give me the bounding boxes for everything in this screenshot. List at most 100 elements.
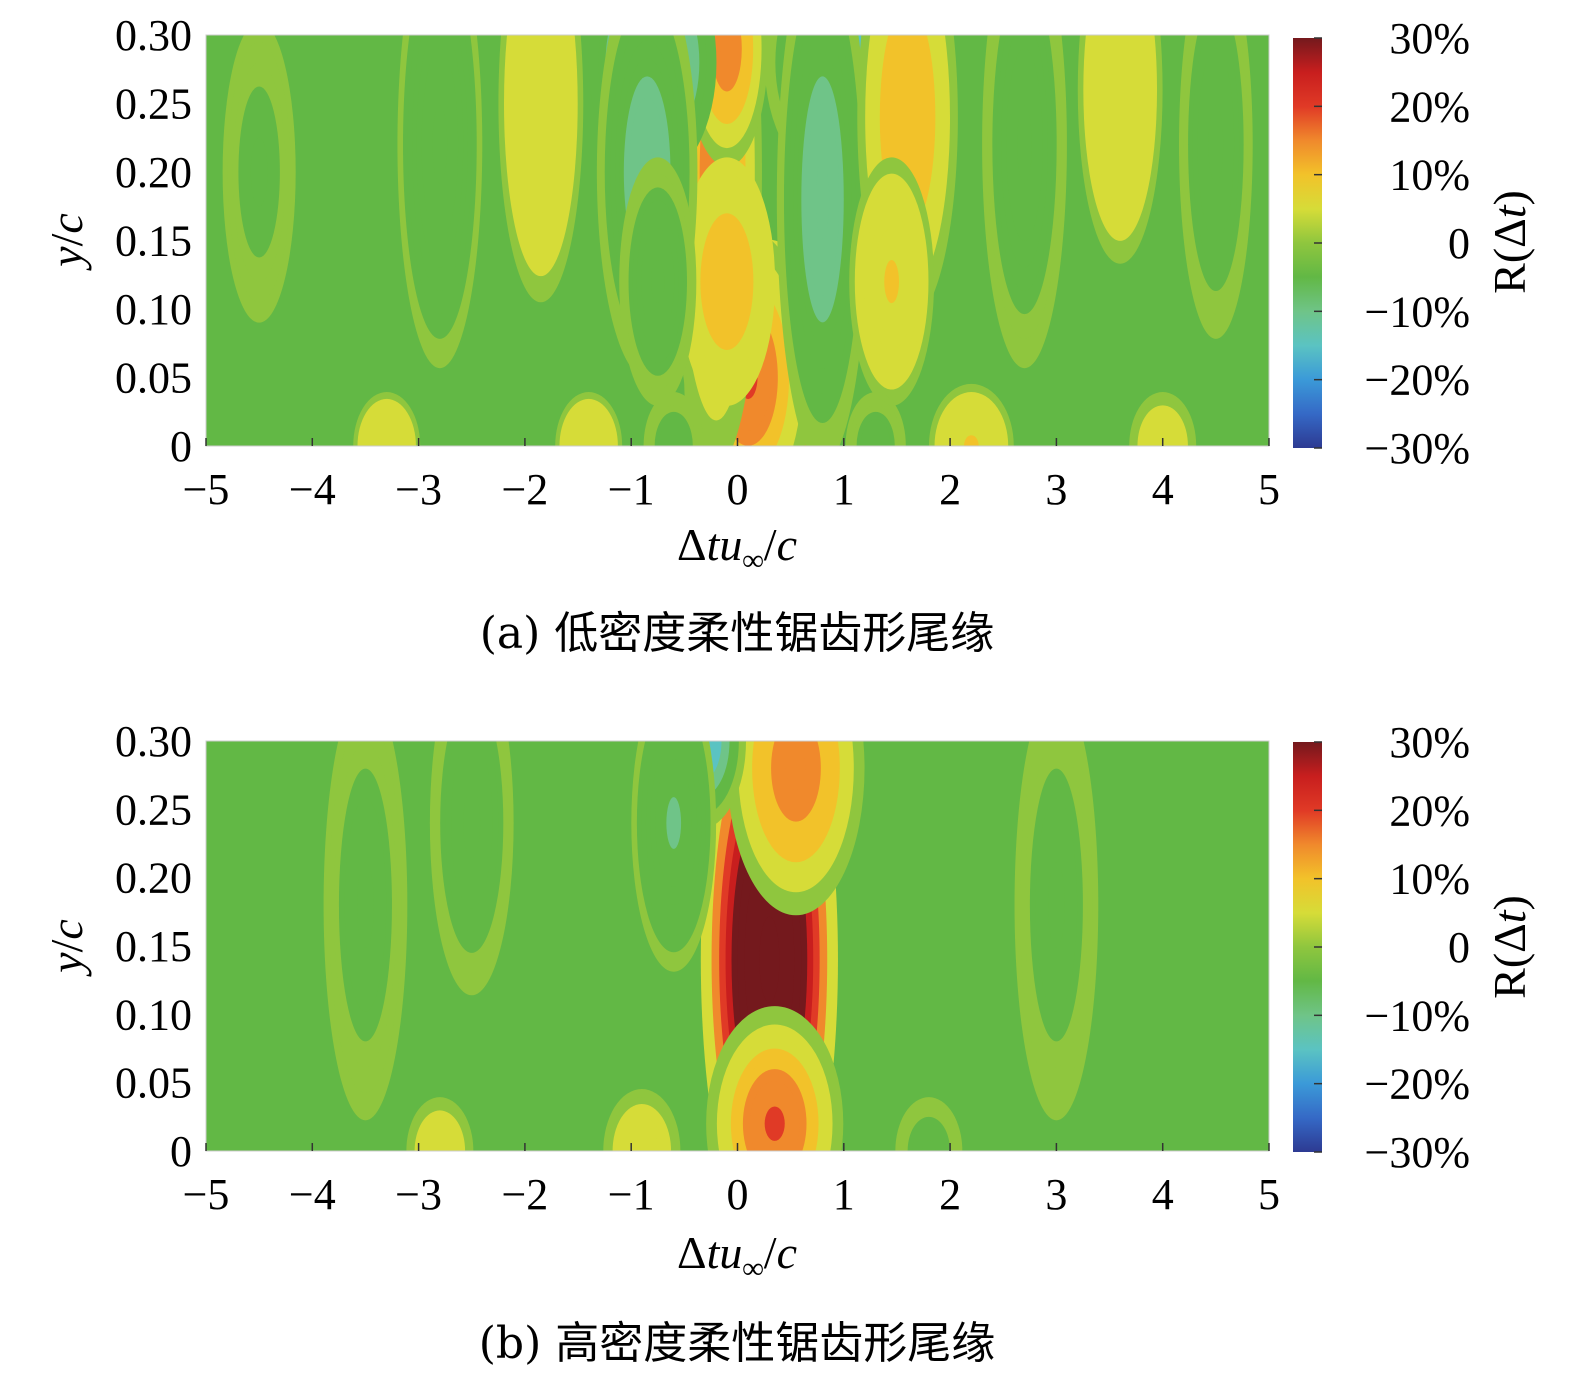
panel-a-caption: (a) 低密度柔性锯齿形尾缘 — [480, 608, 995, 659]
panel-b-heat-level — [1048, 861, 1065, 949]
panel-a-colorbar-label: R(Δt) — [1484, 190, 1535, 294]
panel-a-xtick-label: 3 — [1045, 465, 1067, 514]
panel-b-heat-level — [922, 1140, 936, 1151]
panel-a-plot — [206, 35, 1269, 446]
panel-b-ytick-label: 0.05 — [115, 1059, 192, 1108]
panel-b-caption: (b) 高密度柔性锯齿形尾缘 — [479, 1318, 995, 1369]
panel-a-ytick-label: 0 — [170, 422, 192, 471]
panel-a-xtick-label: −4 — [289, 465, 336, 514]
panel-a-heat-level — [250, 137, 268, 207]
panel-b-heat-level — [463, 788, 481, 858]
panel-b-xtick-label: 2 — [939, 1170, 961, 1219]
panel-b-xtick-label: −4 — [289, 1170, 336, 1219]
panel-b-heat-level — [666, 797, 682, 849]
panel-a-heat-level — [658, 419, 689, 446]
panel-b-colorbar-tick-label: −10% — [1365, 991, 1470, 1040]
panel-a-ytick-label: 0.20 — [115, 148, 192, 197]
panel-a-colorbar-tick-label: 10% — [1389, 151, 1470, 200]
panel-a-ticks: −5 −4 −3 −2 −1 0 1 2 3 4 5 0 0.05 0.10 0.15 0.20 0.25 0.3… — [115, 11, 1280, 514]
panel-a-xtick-label: −1 — [608, 465, 655, 514]
panel-a-xtick-label: 5 — [1258, 465, 1280, 514]
panel-b-ytick-label: 0 — [170, 1127, 192, 1176]
panel-b-plot — [206, 741, 1269, 1151]
panel-b-heat-level — [357, 861, 374, 949]
panel-a-colorbar-tick-label: 30% — [1389, 14, 1470, 63]
panel-a-colorbar: 30% 20% 10% 0 −10% −20% −30% R(Δt) — [1293, 14, 1535, 473]
panel-a-heat-level — [860, 419, 891, 446]
panel-b-colorbar-tick-label: 10% — [1389, 855, 1470, 904]
panel-b-xtick-label: 0 — [727, 1170, 749, 1219]
panel-b-ticks: −5 −4 −3 −2 −1 0 1 2 3 4 5 0 0.05 0.10 0.15 0.20 0.25 0.3… — [115, 717, 1280, 1219]
panel-a-xtick-label: 4 — [1152, 465, 1174, 514]
panel-b-ytick-label: 0.10 — [115, 990, 192, 1039]
panel-a-colorbar-tick-label: −20% — [1365, 356, 1470, 405]
panel-b-colorbar-tick-label: −20% — [1365, 1060, 1470, 1109]
panel-a-colorbar-tick-label: −30% — [1365, 424, 1470, 473]
panel-a-heat-level — [1146, 419, 1180, 446]
panel-a-xlabel: Δtu∞/c — [677, 519, 797, 577]
panel-b-xtick-label: −1 — [608, 1170, 655, 1219]
panel-a-ytick-label: 0.30 — [115, 11, 192, 60]
panel-b-ytick-label: 0.15 — [115, 922, 192, 971]
panel-a-xtick-label: −2 — [501, 465, 548, 514]
panel-b-heat-level — [912, 1124, 946, 1151]
panel-b-xtick-label: −3 — [395, 1170, 442, 1219]
panel-a-colorbar-tick-label: 0 — [1448, 219, 1470, 268]
panel-b-xtick-label: 3 — [1045, 1170, 1067, 1219]
panel-a-xtick-label: 1 — [833, 465, 855, 514]
panel-a-heat-level — [651, 260, 665, 304]
panel-a-heat-level — [963, 435, 979, 446]
panel-a: −5 −4 −3 −2 −1 0 1 2 3 4 5 0 0.05 0.10 0.15 0.20 0.25 0.3… — [41, 11, 1535, 659]
panel-a-heat-level — [581, 435, 596, 446]
panel-b-xtick-label: −2 — [501, 1170, 548, 1219]
panel-b-heat-level — [764, 1106, 785, 1141]
panel-a-heat-level — [380, 435, 394, 446]
panel-b-ytick-label: 0.25 — [115, 785, 192, 834]
panel-a-ytick-label: 0.25 — [115, 80, 192, 129]
panel-a-ytick-label: 0.15 — [115, 217, 192, 266]
panel-b-heat-level — [625, 1124, 659, 1151]
panel-a-heat-level — [1112, 59, 1128, 121]
panel-b-colorbar-tick-label: −30% — [1365, 1128, 1470, 1177]
panel-a-heat-level — [869, 435, 882, 446]
panel-a-heat-level — [572, 419, 606, 446]
panel-a-heat-level — [1017, 105, 1032, 184]
panel-b-heat-level — [759, 916, 780, 1003]
panel-b-ytick-label: 0.30 — [115, 717, 192, 766]
panel-a-xtick-label: 2 — [939, 465, 961, 514]
panel-a-heat-level — [720, 35, 733, 66]
panel-a-heat-level — [1208, 105, 1224, 184]
panel-b-colorbar-tick-label: 0 — [1448, 923, 1470, 972]
panel-a-heat-level — [953, 419, 990, 446]
panel-a-heat-level — [432, 105, 448, 184]
panel-a-heatmap — [222, 35, 1253, 446]
panel-a-colorbar-ticks: 30% 20% 10% 0 −10% −20% −30% — [1314, 14, 1470, 473]
panel-b-heatmap — [323, 741, 1099, 1151]
panel-b: −5 −4 −3 −2 −1 0 1 2 3 4 5 0 0.05 0.10 0.15 0.20 0.25 0.3… — [41, 717, 1535, 1369]
panel-a-heat-level — [815, 160, 830, 239]
panel-a-xtick-label: −3 — [395, 465, 442, 514]
panel-b-xtick-label: 4 — [1152, 1170, 1174, 1219]
panel-b-xlabel: Δtu∞/c — [677, 1227, 797, 1285]
panel-b-ytick-label: 0.20 — [115, 854, 192, 903]
panel-a-heat-level — [884, 260, 900, 304]
panel-b-colorbar-label: R(Δt) — [1484, 895, 1535, 999]
panel-b-colorbar-tick-label: 30% — [1389, 718, 1470, 767]
panel-b-heat-level — [785, 746, 807, 790]
panel-a-heat-level — [900, 86, 915, 148]
panel-b-heat-level — [433, 1140, 447, 1151]
panel-b-ylabel: y/c — [41, 919, 92, 977]
panel-a-colorbar-tick-label: −10% — [1365, 287, 1470, 336]
panel-b-xtick-label: 1 — [833, 1170, 855, 1219]
panel-a-xtick-label: 0 — [727, 465, 749, 514]
panel-b-colorbar: 30% 20% 10% 0 −10% −20% −30% R(Δt) — [1293, 718, 1535, 1177]
panel-b-xtick-label: −5 — [183, 1170, 230, 1219]
panel-a-xtick-label: −5 — [183, 465, 230, 514]
panel-a-heat-level — [718, 260, 736, 304]
panel-b-heat-level — [423, 1124, 457, 1151]
panel-a-ytick-label: 0.10 — [115, 285, 192, 334]
panel-a-colorbar-tick-label: 20% — [1389, 82, 1470, 131]
panel-a-ylabel: y/c — [41, 213, 92, 271]
panel-b-heat-level — [635, 1140, 649, 1151]
